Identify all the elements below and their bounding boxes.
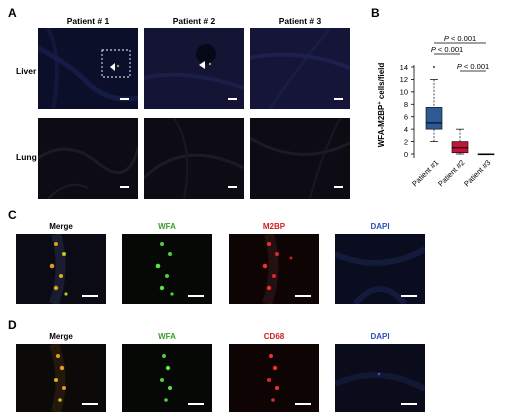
- y-tick-label: 4: [404, 125, 408, 134]
- scale-bar: [401, 295, 417, 297]
- boxplot-boxes: [425, 66, 495, 156]
- panel-d-header-wfa: WFA: [158, 332, 176, 341]
- y-axis-ticks: 0 2 4 6 8 10 12 14: [400, 63, 414, 159]
- y-tick-label: 6: [404, 113, 408, 122]
- micrograph-lung-patient-3: [250, 118, 350, 199]
- box-iqr: [451, 141, 469, 154]
- panel-c-header-wfa: WFA: [158, 222, 176, 231]
- panel-c-wfa-texture: [155, 242, 174, 296]
- panel-d-merge-texture: [49, 344, 66, 412]
- x-tick-label: Patient #1: [410, 158, 440, 188]
- box-iqr: [425, 107, 443, 130]
- p-value-label: P < 0.001: [431, 45, 463, 54]
- dashed-inset-box: [101, 49, 131, 78]
- panel-d-wfa-texture: [160, 354, 172, 402]
- x-tick-label: Patient #3: [462, 158, 492, 188]
- liver-patient-1-texture: [38, 28, 138, 109]
- panel-c-merge-image: [16, 234, 106, 304]
- box-3: [477, 153, 495, 156]
- y-tick-label: 0: [404, 150, 408, 159]
- box-1: [425, 66, 443, 142]
- row-header-lung: Lung: [16, 152, 37, 162]
- panel-label-b: B: [371, 6, 380, 20]
- column-header-patient-2: Patient # 2: [172, 16, 216, 26]
- outlier-point: [433, 66, 435, 68]
- p-value-label: P < 0.001: [457, 62, 489, 71]
- panel-label-c: C: [8, 208, 17, 222]
- y-tick-label: 8: [404, 100, 408, 109]
- scale-bar: [334, 98, 343, 100]
- panel-d-dapi-image: [335, 344, 425, 412]
- micrograph-liver-patient-1: [38, 28, 138, 109]
- arrowhead-marker: [199, 61, 205, 69]
- x-tick-label: Patient #2: [436, 158, 466, 188]
- micrograph-lung-patient-1: [38, 118, 138, 199]
- panel-d-header-cd68: CD68: [263, 332, 285, 341]
- scale-bar: [82, 403, 98, 405]
- panel-c-m2bp-texture: [262, 234, 293, 304]
- panel-d-cd68-texture: [267, 354, 279, 402]
- y-tick-label: 12: [400, 75, 408, 84]
- y-tick-label: 2: [404, 137, 408, 146]
- liver-patient-2-texture: [144, 44, 244, 90]
- micrograph-liver-patient-3: [250, 28, 350, 109]
- scale-bar: [401, 403, 417, 405]
- panel-label-a: A: [8, 6, 17, 20]
- scale-bar: [188, 403, 204, 405]
- scale-bar: [228, 98, 237, 100]
- panel-d-cd68-image: [229, 344, 319, 412]
- arrowhead-marker: [110, 63, 115, 71]
- column-header-patient-1: Patient # 1: [66, 16, 110, 26]
- boxplot-chart: WFA-M2BP+ cells/field 0 2 4 6 8 10 12 14 Patien…: [377, 34, 495, 188]
- significance-brackets: P < 0.001 P < 0.001 P < 0.001: [431, 34, 489, 72]
- panel-label-d: D: [8, 318, 17, 332]
- liver-patient-3-texture: [250, 28, 350, 109]
- box-2: [451, 128, 469, 155]
- lung-patient-2-texture: [144, 118, 244, 199]
- scale-bar: [188, 295, 204, 297]
- p-value-label: P < 0.001: [444, 34, 476, 43]
- panel-d-header-dapi: DAPI: [370, 332, 390, 341]
- scale-bar: [82, 295, 98, 297]
- scale-bar: [295, 295, 311, 297]
- scale-bar: [120, 186, 129, 188]
- scale-bar: [228, 186, 237, 188]
- panel-c-merge-texture: [49, 234, 68, 304]
- row-header-liver: Liver: [16, 66, 37, 76]
- scale-bar: [295, 403, 311, 405]
- y-axis-title: WFA-M2BP+ cells/field: [377, 63, 386, 148]
- scale-bar: [120, 98, 129, 100]
- panel-c-dapi-image: [335, 234, 425, 304]
- panel-c-dapi-texture: [335, 246, 425, 304]
- significance-bracket: P < 0.001: [431, 45, 463, 55]
- panel-c-m2bp-image: [229, 234, 319, 304]
- panel-c-header-dapi: DAPI: [370, 222, 390, 231]
- column-header-patient-3: Patient # 3: [278, 16, 322, 26]
- panel-d-merge-image: [16, 344, 106, 412]
- lung-patient-1-texture: [38, 147, 138, 199]
- y-tick-label: 14: [400, 63, 408, 72]
- significance-bracket: P < 0.001: [434, 34, 486, 44]
- micrograph-liver-patient-2: [144, 28, 244, 109]
- lung-patient-3-texture: [250, 118, 350, 199]
- panel-c-wfa-image: [122, 234, 212, 304]
- y-tick-label: 10: [400, 88, 408, 97]
- scale-bar: [334, 186, 343, 188]
- panel-c-header-merge: Merge: [49, 222, 73, 231]
- micrograph-lung-patient-2: [144, 118, 244, 199]
- panel-c-header-m2bp: M2BP: [262, 222, 286, 231]
- significance-bracket: P < 0.001: [457, 62, 489, 72]
- panel-d-dapi-texture: [335, 372, 425, 392]
- panel-d-wfa-image: [122, 344, 212, 412]
- panel-d-header-merge: Merge: [49, 332, 73, 341]
